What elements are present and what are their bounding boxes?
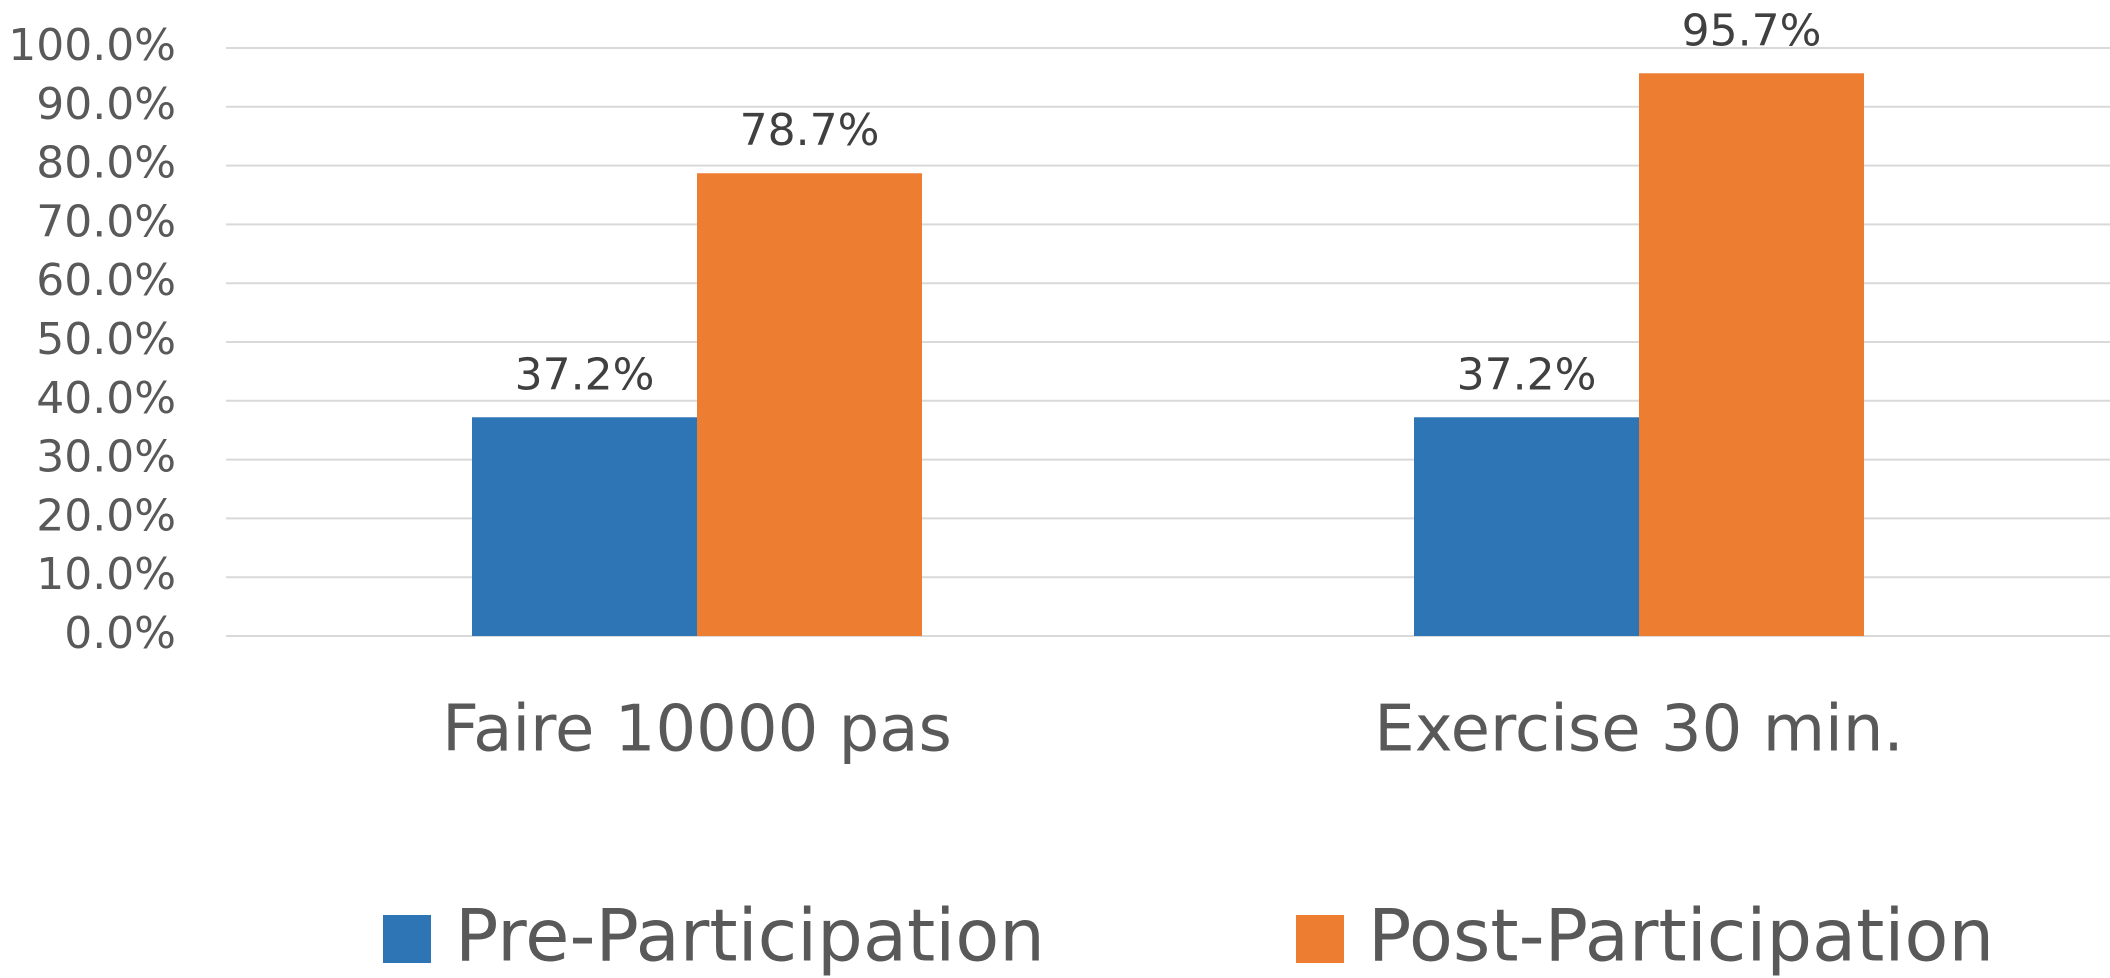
bar	[697, 173, 922, 636]
value-label: 37.2%	[515, 349, 655, 400]
value-label: 37.2%	[1457, 349, 1597, 400]
y-tick-label: 80.0%	[36, 138, 176, 189]
y-tick-label: 10.0%	[36, 549, 176, 600]
legend-swatch	[383, 915, 431, 963]
value-label: 78.7%	[740, 105, 880, 156]
y-tick-label: 30.0%	[36, 432, 176, 483]
y-tick-label: 100.0%	[8, 20, 176, 71]
x-tick-label: Exercise 30 min.	[1374, 693, 1903, 767]
value-label: 95.7%	[1682, 5, 1822, 56]
y-tick-label: 50.0%	[36, 314, 176, 365]
legend-label: Pre-Participation	[455, 894, 1045, 978]
bar	[1639, 73, 1864, 636]
bar	[472, 417, 697, 636]
y-tick-label: 90.0%	[36, 79, 176, 130]
y-tick-label: 20.0%	[36, 490, 176, 541]
y-tick-label: 60.0%	[36, 255, 176, 306]
y-tick-label: 40.0%	[36, 373, 176, 424]
x-tick-label: Faire 10000 pas	[442, 693, 952, 767]
legend-label: Post-Participation	[1368, 894, 1994, 978]
y-tick-label: 70.0%	[36, 196, 176, 247]
bar	[1414, 417, 1639, 636]
legend-swatch	[1296, 915, 1344, 963]
y-tick-label: 0.0%	[64, 608, 176, 659]
